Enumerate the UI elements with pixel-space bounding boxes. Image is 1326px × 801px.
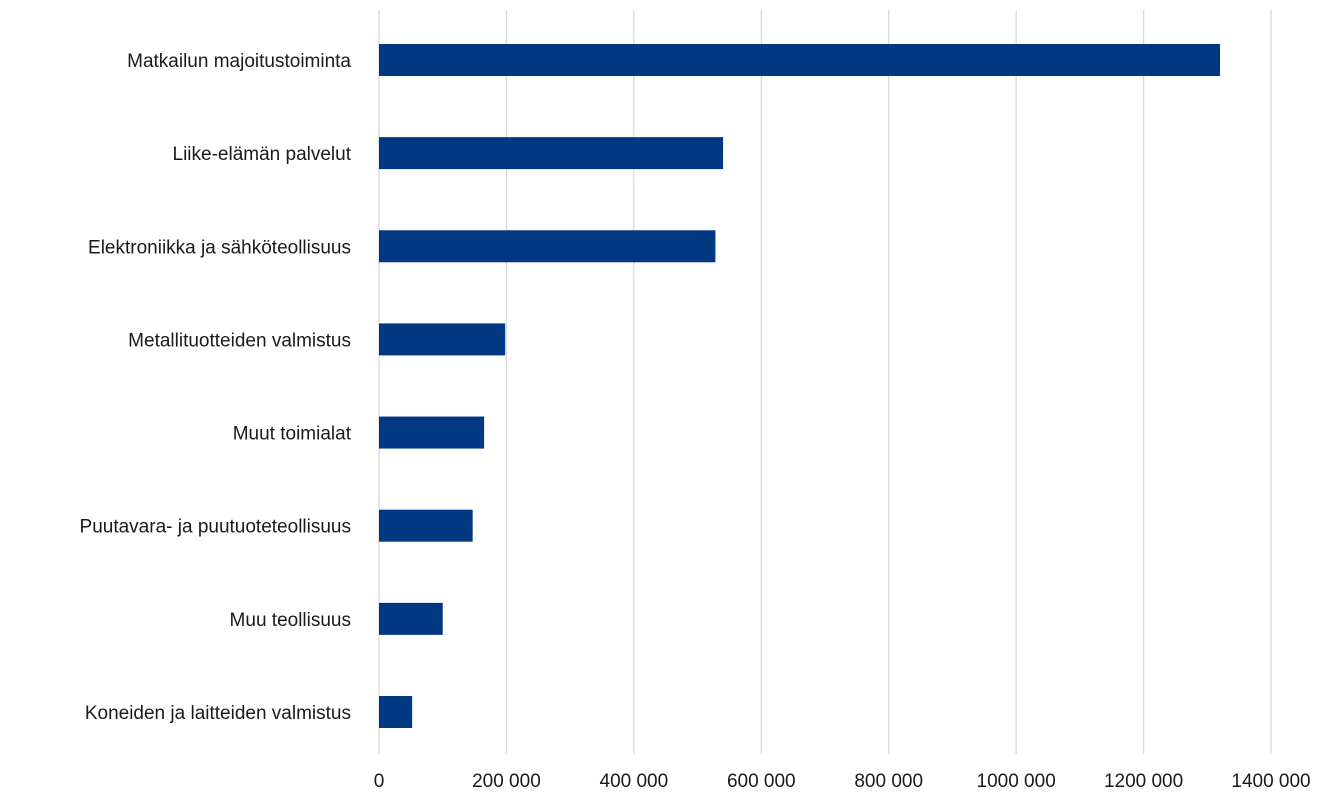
bar xyxy=(379,602,443,635)
bar xyxy=(379,44,1221,76)
category-label: Koneiden ja laitteiden valmistus xyxy=(85,703,351,724)
x-tick-label: 400 000 xyxy=(600,771,669,792)
x-tick-label: 1200 000 xyxy=(1104,771,1183,792)
bar xyxy=(379,323,506,356)
category-label: Elektroniikka ja sähköteollisuus xyxy=(88,237,351,258)
category-label: Matkailun majoitustoiminta xyxy=(127,51,351,72)
x-tick-label: 600 000 xyxy=(727,771,796,792)
bar xyxy=(379,509,473,542)
bar xyxy=(379,416,485,449)
x-axis-tick-labels: 0 200 000 400 000 600 000 800 000 1000 000 120… xyxy=(374,771,1311,792)
bar xyxy=(379,695,413,728)
category-labels: Matkailun majoitustoiminta Liike-elämän p… xyxy=(80,51,352,724)
x-tick-label: 800 000 xyxy=(854,771,923,792)
grid-layer xyxy=(378,10,1272,754)
bar-layer xyxy=(379,44,1221,728)
x-tick-label: 200 000 xyxy=(472,771,541,792)
x-tick-label: 1000 000 xyxy=(977,771,1056,792)
category-label: Muut toimialat xyxy=(233,424,352,445)
bar xyxy=(379,230,716,263)
category-label: Puutavara- ja puutuoteteollisuus xyxy=(80,517,351,538)
x-tick-label: 0 xyxy=(374,771,385,792)
bar xyxy=(379,137,724,170)
x-tick-label: 1400 000 xyxy=(1231,771,1310,792)
category-label: Metallituotteiden valmistus xyxy=(128,330,351,351)
category-label: Muu teollisuus xyxy=(230,610,351,631)
category-label: Liike-elämän palvelut xyxy=(173,144,352,165)
